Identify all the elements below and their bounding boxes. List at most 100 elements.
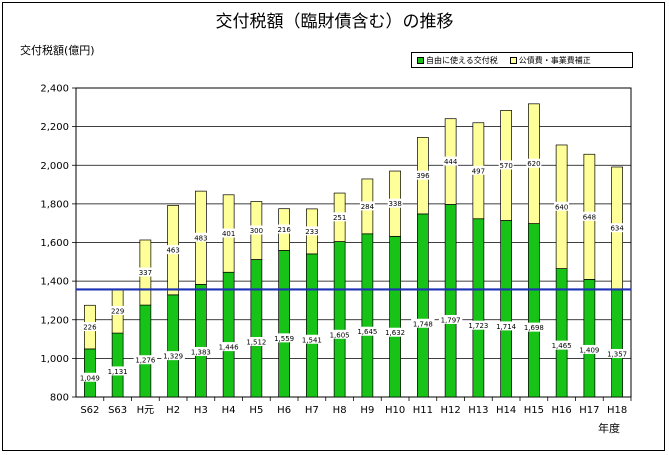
bar-free (417, 213, 429, 398)
y-tick-label: 2,000 (40, 161, 69, 172)
data-label-free: 1,541 (302, 336, 322, 344)
x-tick-label: H16 (552, 405, 572, 416)
data-label-free: 1,559 (274, 335, 294, 343)
x-tick-label: H18 (607, 405, 627, 416)
data-label-free: 1,797 (441, 316, 461, 324)
bar-free (528, 223, 540, 398)
data-label-debt: 620 (527, 160, 540, 168)
data-label-bg (304, 226, 320, 236)
data-label-free: 1,357 (607, 350, 627, 358)
bar-free (111, 332, 124, 398)
bar-free (167, 294, 179, 398)
data-label-debt: 401 (222, 230, 235, 238)
data-label-bg (82, 322, 98, 332)
y-tick-label: 2,400 (40, 84, 69, 95)
bar-free (500, 220, 512, 398)
bar-free (472, 218, 485, 398)
x-tick-label: H17 (579, 405, 599, 416)
data-label-debt: 640 (555, 203, 568, 211)
data-label-bg (216, 342, 241, 352)
x-axis-label: 年度 (598, 422, 620, 435)
data-label-free: 1,409 (579, 346, 599, 354)
data-label-debt: 483 (194, 234, 207, 242)
bar-free (139, 304, 152, 398)
data-label-bg (193, 232, 209, 242)
data-label-bg (248, 225, 264, 235)
data-label-free: 1,383 (191, 348, 211, 356)
x-tick-label: H10 (385, 405, 405, 416)
data-label-bg (276, 224, 292, 234)
legend-swatch-debt (509, 56, 517, 64)
bar-free (389, 235, 401, 398)
x-tick-label: H6 (277, 405, 291, 416)
x-tick-label: H2 (166, 405, 180, 416)
data-label-bg (161, 351, 185, 361)
x-tick-label: H5 (249, 405, 263, 416)
y-tick-label: 1,400 (40, 277, 69, 288)
data-label-free: 1,049 (80, 374, 100, 382)
data-label-bg (383, 327, 407, 337)
bar-free (222, 271, 235, 398)
data-label-free: 1,512 (246, 338, 266, 346)
legend: 自由に使える交付税 公債費・事業費補正 (411, 52, 633, 68)
data-label-debt: 463 (166, 247, 179, 255)
x-tick-label: H8 (333, 405, 347, 416)
data-label-debt: 338 (388, 200, 401, 208)
x-tick-label: H9 (360, 405, 374, 416)
data-label-bg (105, 366, 130, 376)
legend-swatch-free (417, 56, 424, 64)
data-label-bg (332, 212, 348, 222)
data-label-debt: 634 (610, 225, 624, 233)
legend-label-debt: 公債費・事業費補正 (518, 55, 591, 65)
data-label-free: 1,714 (496, 323, 517, 331)
data-label-bg (78, 372, 102, 382)
bar-free (195, 284, 207, 398)
x-tick-label: H12 (441, 405, 461, 416)
legend-item-debt: 公債費・事業費補正 (509, 55, 591, 66)
y-tick-label: 1,200 (40, 315, 69, 326)
data-label-bg (110, 305, 126, 315)
bar-free (278, 250, 290, 398)
bar-free (250, 259, 263, 398)
data-label-bg (355, 326, 380, 336)
data-label-debt: 229 (111, 307, 124, 315)
data-label-bg (466, 320, 491, 330)
chart-title: 交付税額（臨財債含む）の推移 (215, 12, 454, 32)
bar-free (333, 241, 346, 398)
data-label-bg (554, 201, 570, 211)
data-label-bg (165, 245, 181, 255)
data-label-debt: 570 (499, 162, 512, 170)
legend-item-free: 自由に使える交付税 (417, 55, 498, 66)
data-label-free: 1,632 (385, 329, 405, 337)
data-label-debt: 648 (583, 213, 596, 221)
data-label-debt: 216 (277, 226, 291, 234)
x-tick-label: H4 (222, 405, 236, 416)
y-tick-label: 800 (50, 393, 69, 404)
x-tick-label: H14 (496, 405, 516, 416)
data-label-debt: 396 (416, 172, 430, 180)
data-label-free: 1,645 (357, 328, 377, 336)
data-label-bg (443, 156, 459, 166)
bar-free (361, 233, 374, 398)
bar-free (583, 279, 596, 398)
legend-label-free: 自由に使える交付税 (426, 55, 498, 65)
data-label-debt: 444 (444, 158, 458, 166)
bar-free (611, 289, 623, 398)
data-label-debt: 497 (472, 167, 485, 175)
y-tick-label: 1,600 (40, 238, 69, 249)
data-label-bg (581, 211, 597, 221)
data-label-bg (522, 322, 546, 332)
data-label-free: 1,748 (413, 320, 433, 328)
bar-free (306, 253, 318, 398)
data-label-bg (189, 346, 213, 356)
y-tick-label: 2,200 (40, 122, 69, 133)
data-label-free: 1,131 (108, 368, 128, 376)
data-label-bg (498, 160, 514, 170)
x-tick-label: H15 (524, 405, 544, 416)
data-label-bg (327, 329, 352, 339)
data-label-debt: 337 (139, 269, 152, 277)
x-tick-label: S62 (80, 405, 99, 416)
data-label-free: 1,276 (135, 357, 156, 365)
bar-free (444, 204, 457, 398)
